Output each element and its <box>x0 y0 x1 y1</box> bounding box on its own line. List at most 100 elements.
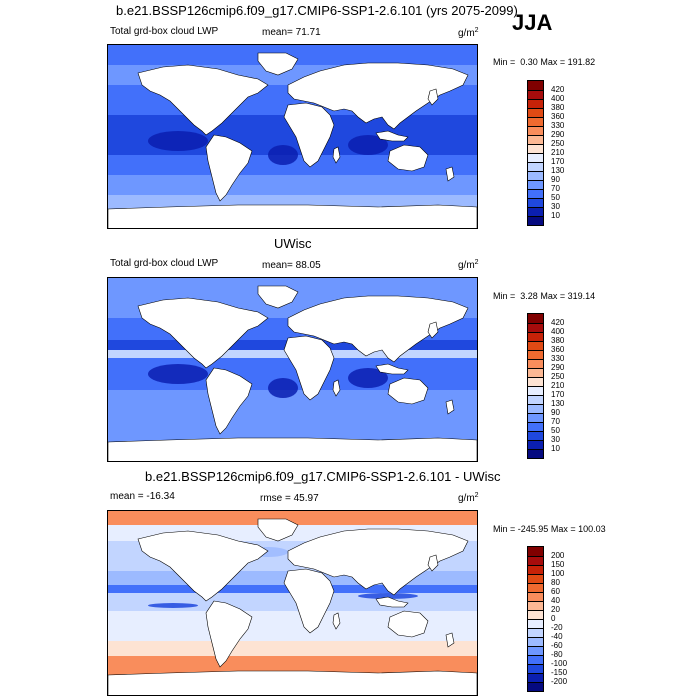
colorbar-tick-label: -20 <box>551 623 563 632</box>
panel3-min-label: Min = <box>493 524 516 534</box>
panel1-stat-label: mean= <box>262 27 293 38</box>
land-mass <box>387 377 429 405</box>
panel1-max-label: Max = <box>540 57 566 67</box>
panel1-variable-label: Total grd-box cloud LWP <box>110 26 219 37</box>
land-mass <box>257 285 299 309</box>
land-mass <box>287 528 469 596</box>
ocean-field-band <box>108 641 477 656</box>
panel3-stat-label: rmse = <box>260 493 291 504</box>
panel2-max-label: Max = <box>540 291 566 301</box>
colorbar-swatch <box>528 81 543 90</box>
colorbar-tick-label: -40 <box>551 632 563 641</box>
panel2-map <box>107 277 478 462</box>
colorbar-swatch <box>528 126 543 135</box>
panel3-colorbar <box>527 546 544 692</box>
land-mass <box>108 437 477 461</box>
colorbar-swatch <box>528 198 543 207</box>
panel1-colorbar <box>527 80 544 226</box>
colorbar-tick-label: 210 <box>551 148 565 157</box>
panel1-minmax: Min = 0.30 Max = 191.82 <box>493 58 595 67</box>
colorbar-swatch <box>528 673 543 682</box>
colorbar-swatch <box>528 332 543 341</box>
panel3-units: g/m2 <box>458 492 479 504</box>
land-mass <box>387 610 429 638</box>
land-mass <box>375 130 409 142</box>
land-mass <box>108 670 477 695</box>
colorbar-swatch <box>528 323 543 332</box>
land-mass <box>287 62 469 130</box>
colorbar-swatch <box>528 171 543 180</box>
colorbar-tick-label: 330 <box>551 354 565 363</box>
colorbar-swatch <box>528 359 543 368</box>
colorbar-swatch <box>528 108 543 117</box>
land-mass <box>375 596 409 608</box>
colorbar-swatch <box>528 655 543 664</box>
ocean-field-patch <box>148 364 208 384</box>
colorbar-tick-label: 380 <box>551 336 565 345</box>
colorbar-tick-label: -60 <box>551 641 563 650</box>
land-mass <box>427 554 439 572</box>
land-mass <box>332 379 341 397</box>
colorbar-tick-label: 30 <box>551 435 560 444</box>
colorbar-swatch <box>528 449 543 458</box>
ocean-field-patch <box>148 603 198 608</box>
colorbar-swatch <box>528 592 543 601</box>
panel2-mean-label: mean= 88.05 <box>262 261 321 271</box>
panel2-mean-value: 88.05 <box>295 260 321 271</box>
colorbar-tick-label: 150 <box>551 560 565 569</box>
ocean-field-band <box>108 45 477 65</box>
colorbar-tick-label: 420 <box>551 85 565 94</box>
land-mass <box>332 612 341 630</box>
land-mass <box>137 64 269 136</box>
ocean-field-patch <box>268 145 298 165</box>
colorbar-swatch <box>528 610 543 619</box>
panel2-minmax: Min = 3.28 Max = 319.14 <box>493 292 595 301</box>
colorbar-tick-label: -100 <box>551 659 568 668</box>
colorbar-swatch <box>528 628 543 637</box>
land-mass <box>445 399 455 415</box>
land-mass <box>445 632 455 648</box>
colorbar-tick-label: 360 <box>551 112 565 121</box>
ocean-field-band <box>108 511 477 525</box>
land-mass <box>257 52 299 76</box>
colorbar-tick-label: 90 <box>551 175 560 184</box>
colorbar-tick-label: 330 <box>551 121 565 130</box>
colorbar-tick-label: 400 <box>551 327 565 336</box>
panel3-rmse-label: rmse = 45.97 <box>260 494 319 504</box>
panel1-mean-value: 71.71 <box>295 27 321 38</box>
colorbar-swatch <box>528 422 543 431</box>
ocean-field-patch <box>358 593 418 599</box>
colorbar-tick-label: 210 <box>551 381 565 390</box>
colorbar-tick-label: -80 <box>551 650 563 659</box>
ocean-field-patch <box>348 135 388 155</box>
panel3-min-value: -245.95 <box>517 524 549 534</box>
panel1-units-text: g/m <box>458 28 475 39</box>
colorbar-tick-label: 60 <box>551 587 560 596</box>
land-mass <box>375 363 409 375</box>
colorbar-swatch <box>528 144 543 153</box>
colorbar-tick-label: 20 <box>551 605 560 614</box>
land-mass <box>137 297 269 369</box>
land-mass <box>283 102 335 168</box>
colorbar-swatch <box>528 395 543 404</box>
panel3-header: b.e21.BSSP126cmip6.f09_g17.CMIP6-SSP1-2.… <box>145 469 501 484</box>
colorbar-swatch <box>528 556 543 565</box>
colorbar-swatch <box>528 565 543 574</box>
panel1-header: b.e21.BSSP126cmip6.f09_g17.CMIP6-SSP1-2.… <box>116 3 518 18</box>
colorbar-tick-label: 100 <box>551 569 565 578</box>
panel1-mean-label: mean= 71.71 <box>262 28 321 38</box>
colorbar-tick-label: 90 <box>551 408 560 417</box>
land-mass <box>283 568 335 634</box>
colorbar-swatch <box>528 637 543 646</box>
colorbar-tick-label: 40 <box>551 596 560 605</box>
colorbar-swatch <box>528 682 543 691</box>
colorbar-tick-label: 50 <box>551 193 560 202</box>
colorbar-swatch <box>528 646 543 655</box>
colorbar-swatch <box>528 386 543 395</box>
colorbar-swatch <box>528 368 543 377</box>
colorbar-swatch <box>528 431 543 440</box>
colorbar-tick-label: 380 <box>551 103 565 112</box>
colorbar-swatch <box>528 314 543 323</box>
colorbar-swatch <box>528 601 543 610</box>
colorbar-swatch <box>528 664 543 673</box>
